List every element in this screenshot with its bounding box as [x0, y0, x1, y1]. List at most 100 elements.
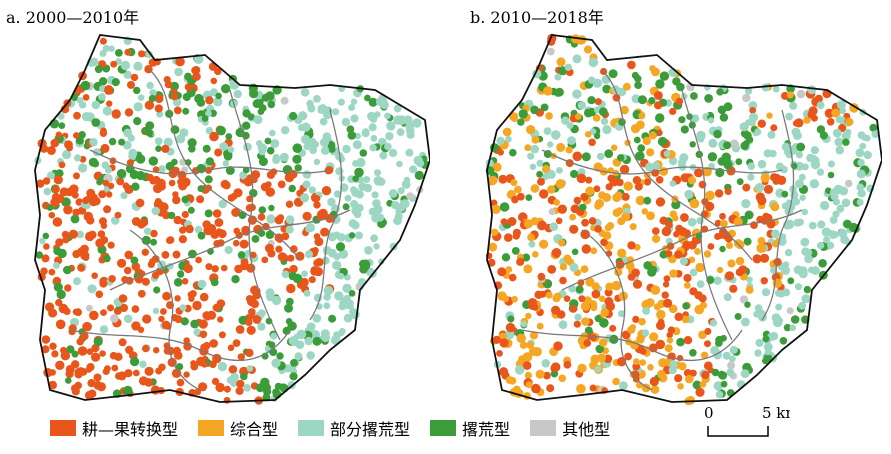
parcel-point — [532, 347, 542, 357]
parcel-point — [803, 285, 812, 294]
parcel-point — [697, 135, 705, 143]
parcel-point — [194, 54, 204, 64]
parcel-point — [511, 247, 520, 255]
parcel-point — [836, 100, 846, 110]
parcel-point — [242, 166, 250, 174]
parcel-point — [771, 229, 780, 239]
parcel-point — [77, 264, 86, 272]
parcel-point — [642, 136, 651, 146]
parcel-point — [845, 117, 854, 127]
parcel-point — [808, 221, 817, 230]
parcel-point — [835, 145, 845, 155]
parcel-point — [268, 204, 275, 212]
parcel-point — [547, 265, 557, 274]
parcel-point — [525, 194, 533, 202]
parcel-point — [574, 313, 582, 321]
parcel-point — [252, 291, 261, 300]
parcel-point — [681, 315, 690, 324]
parcel-point — [348, 219, 358, 228]
parcel-point — [692, 380, 702, 390]
parcel-point — [786, 91, 794, 99]
parcel-point — [859, 142, 867, 150]
parcel-point — [655, 197, 666, 207]
parcel-point — [184, 83, 193, 92]
parcel-point — [819, 131, 828, 140]
parcel-point — [224, 245, 233, 255]
parcel-point — [312, 313, 322, 323]
parcel-point — [744, 87, 753, 95]
parcel-point — [593, 132, 601, 140]
parcel-point — [647, 267, 657, 277]
parcel-point — [132, 369, 140, 377]
parcel-point — [746, 276, 753, 283]
parcel-point — [182, 92, 191, 102]
parcel-point — [100, 127, 107, 135]
parcel-point — [553, 292, 562, 301]
parcel-point — [680, 173, 690, 183]
parcel-point — [188, 249, 197, 259]
parcel-point — [342, 296, 350, 305]
parcel-point — [555, 179, 566, 189]
parcel-point — [351, 207, 359, 215]
parcel-point — [292, 143, 303, 153]
parcel-point — [655, 176, 664, 184]
parcel-point — [406, 192, 414, 201]
parcel-point — [646, 211, 655, 221]
parcel-point — [555, 217, 563, 225]
parcel-point — [130, 357, 140, 367]
parcel-point — [488, 175, 498, 186]
parcel-point — [236, 379, 245, 388]
parcel-point — [571, 248, 579, 256]
parcel-point — [217, 361, 228, 372]
parcel-point — [735, 158, 743, 166]
parcel-point — [98, 93, 106, 101]
parcel-point — [93, 373, 102, 382]
parcel-point — [187, 138, 197, 148]
parcel-point — [79, 155, 87, 163]
parcel-point — [589, 384, 597, 392]
parcel-point — [98, 190, 107, 199]
parcel-point — [71, 350, 79, 358]
parcel-point — [82, 94, 90, 101]
parcel-point — [198, 382, 208, 392]
parcel-point — [657, 136, 668, 147]
parcel-point — [589, 334, 597, 342]
parcel-point — [333, 331, 340, 338]
parcel-point — [152, 183, 163, 194]
parcel-point — [51, 350, 59, 358]
parcel-point — [715, 390, 724, 399]
parcel-point — [72, 308, 80, 316]
parcel-point — [648, 131, 657, 140]
parcel-point — [397, 187, 405, 195]
parcel-point — [672, 215, 679, 222]
parcel-point — [139, 360, 147, 368]
parcel-point — [584, 326, 593, 335]
parcel-point — [591, 289, 601, 299]
parcel-point — [505, 376, 514, 385]
parcel-point — [194, 225, 203, 234]
parcel-point — [310, 266, 320, 276]
parcel-point — [556, 142, 566, 152]
parcel-point — [176, 270, 185, 278]
parcel-point — [107, 241, 115, 249]
parcel-point — [602, 125, 612, 135]
parcel-point — [570, 169, 579, 179]
parcel-point — [201, 115, 209, 122]
parcel-point — [41, 345, 50, 354]
parcel-point — [301, 270, 308, 277]
parcel-point — [608, 69, 618, 79]
parcel-point — [676, 82, 685, 92]
parcel-point — [643, 261, 652, 270]
parcel-point — [217, 316, 224, 323]
parcel-point — [396, 160, 403, 168]
parcel-point — [511, 295, 518, 303]
parcel-point — [531, 135, 540, 144]
parcel-point — [807, 266, 815, 274]
parcel-point — [634, 74, 642, 83]
parcel-point — [305, 250, 313, 259]
parcel-point — [715, 335, 724, 345]
map-panel-a — [34, 34, 430, 405]
parcel-point — [669, 269, 678, 278]
parcel-point — [55, 319, 66, 330]
parcel-point — [669, 107, 677, 115]
